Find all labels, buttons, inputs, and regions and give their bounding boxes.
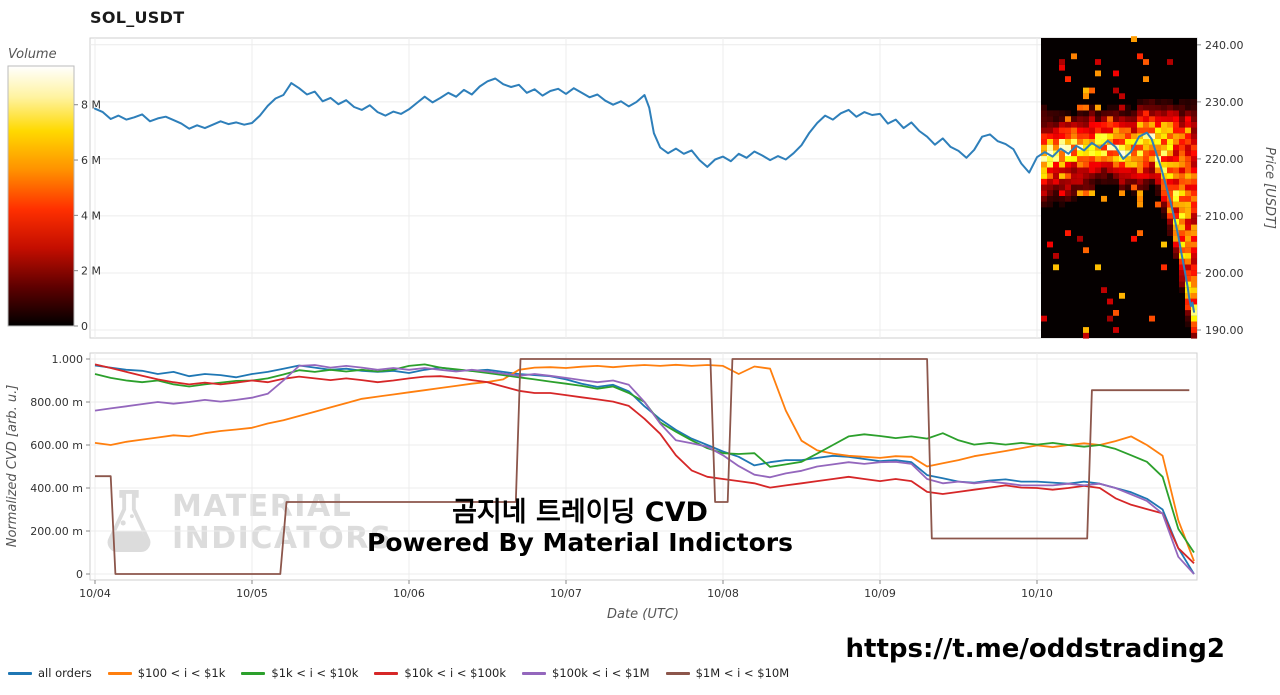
cvd-axis-title: Normalized CVD [arb. u.] [5, 385, 20, 548]
svg-text:10/09: 10/09 [864, 587, 896, 600]
svg-text:10/10: 10/10 [1021, 587, 1053, 600]
svg-text:10/07: 10/07 [550, 587, 582, 600]
svg-text:210.00: 210.00 [1205, 210, 1244, 223]
svg-text:10/04: 10/04 [79, 587, 111, 600]
page-title: SOL_USDT [90, 8, 185, 27]
legend-label: $100k < i < $1M [552, 666, 650, 680]
telegram-link[interactable]: https://t.me/oddstrading2 [845, 634, 1225, 664]
svg-text:8 M: 8 M [81, 99, 101, 112]
overlay-caption: 곰지네 트레이딩 CVD Powered By Material Indicto… [330, 497, 830, 558]
legend-item-100-i-1k[interactable]: $100 < i < $1k [107, 666, 226, 680]
legend-swatch [241, 671, 266, 675]
svg-text:10/06: 10/06 [393, 587, 425, 600]
volume-heatmap [1041, 36, 1197, 339]
svg-text:190.00: 190.00 [1205, 324, 1244, 337]
legend-item-1m-i-10m[interactable]: $1M < i < $10M [665, 666, 790, 680]
chart-legend: all orders $100 < i < $1k $1k < i < $10k $1… [8, 666, 789, 680]
svg-text:4 M: 4 M [81, 209, 101, 222]
legend-label: $1M < i < $10M [695, 666, 790, 680]
legend-label: all orders [38, 666, 92, 680]
svg-text:230.00: 230.00 [1205, 96, 1244, 109]
svg-text:800.00 m: 800.00 m [30, 396, 83, 409]
volume-colorbar-title: Volume [8, 47, 57, 62]
legend-item-all-orders[interactable]: all orders [8, 666, 92, 680]
svg-text:1.000: 1.000 [52, 353, 84, 366]
date-axis-title: Date (UTC) [607, 607, 679, 622]
svg-text:600.00 m: 600.00 m [30, 439, 83, 452]
legend-swatch [665, 671, 690, 675]
price-line [94, 77, 1195, 313]
svg-text:200.00: 200.00 [1205, 267, 1244, 280]
legend-label: $10k < i < $100k [404, 666, 507, 680]
legend-item-100k-i-1m[interactable]: $100k < i < $1M [522, 666, 650, 680]
svg-text:6 M: 6 M [81, 154, 101, 167]
overlay-korean-title: 곰지네 트레이딩 CVD [452, 497, 708, 528]
legend-item-1k-i-10k[interactable]: $1k < i < $10k [241, 666, 358, 680]
legend-swatch [107, 671, 132, 675]
flask-icon [98, 486, 160, 560]
legend-item-10k-i-100k[interactable]: $10k < i < $100k [374, 666, 506, 680]
legend-swatch [8, 671, 32, 675]
legend-swatch [522, 671, 547, 675]
legend-swatch [374, 671, 399, 675]
svg-text:10/05: 10/05 [236, 587, 268, 600]
price-panel: 240.00 230.00 220.00 210.00 200.00 190.00 Pric… [89, 36, 1277, 339]
svg-text:0: 0 [76, 568, 83, 581]
volume-colorbar: Volume 8 M 6 M 4 M 2 M 0 [7, 47, 101, 333]
overlay-powered-by: Powered By Material Indictors [367, 528, 793, 558]
svg-text:2 M: 2 M [81, 265, 101, 278]
svg-text:400.00 m: 400.00 m [30, 482, 83, 495]
price-gridlines [90, 38, 1197, 338]
svg-text:240.00: 240.00 [1205, 39, 1244, 52]
svg-text:200.00 m: 200.00 m [30, 525, 83, 538]
legend-label: $1k < i < $10k [271, 666, 359, 680]
svg-text:10/08: 10/08 [707, 587, 739, 600]
svg-text:0: 0 [81, 320, 88, 333]
price-axis-title: Price [USDT] [1262, 147, 1277, 229]
price-axis-ticks: 240.00 230.00 220.00 210.00 200.00 190.00 [1197, 39, 1244, 337]
legend-label: $100 < i < $1k [137, 666, 226, 680]
svg-text:220.00: 220.00 [1205, 153, 1244, 166]
